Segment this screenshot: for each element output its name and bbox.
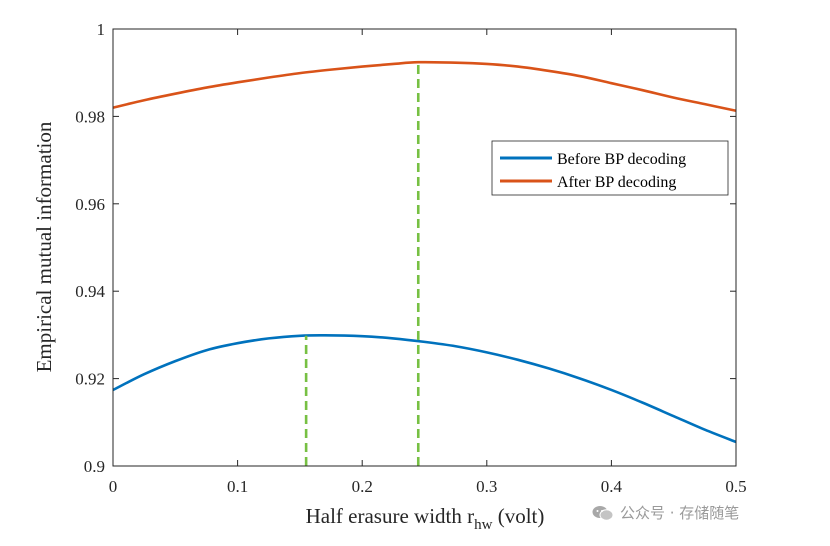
- x-axis-title: Half erasure width rhw (volt): [306, 504, 545, 533]
- marker-layer: [304, 62, 420, 466]
- plot-area: [113, 29, 736, 466]
- legend-label-before: Before BP decoding: [557, 151, 686, 168]
- x-tick-label: 0.4: [601, 477, 623, 496]
- legend: Before BP decoding After BP decoding: [491, 140, 729, 196]
- x-tick-label: 0.3: [476, 477, 497, 496]
- y-axis-title: Empirical mutual information: [32, 121, 56, 372]
- y-tick-label: 0.98: [75, 107, 105, 126]
- series-layer: [112, 60, 737, 444]
- watermark-text: 公众号 · 存储随笔: [620, 504, 740, 522]
- y-tick-label: 0.96: [75, 195, 105, 214]
- wechat-icon: [592, 505, 614, 521]
- series-line-after: [112, 60, 737, 112]
- y-tick-label: 0.92: [75, 370, 105, 389]
- x-tick-label: 0.1: [227, 477, 248, 496]
- y-tick-label: 1: [97, 20, 106, 39]
- legend-label-after: After BP decoding: [557, 174, 676, 191]
- y-tick-label: 0.9: [84, 457, 105, 476]
- x-tick-label: 0.2: [352, 477, 373, 496]
- y-tick-label: 0.94: [75, 282, 105, 301]
- watermark: 公众号 · 存储随笔: [592, 502, 739, 523]
- x-tick-label: 0: [109, 477, 118, 496]
- legend-box: [491, 140, 729, 196]
- x-tick-label: 0.5: [725, 477, 746, 496]
- tick-layer: 0 0.1 0.2 0.3 0.4 0.5 0.9 0.92 0.94 0.96 0.98 1: [75, 20, 746, 496]
- plot-frame: [112, 28, 737, 467]
- series-line-before: [112, 334, 737, 444]
